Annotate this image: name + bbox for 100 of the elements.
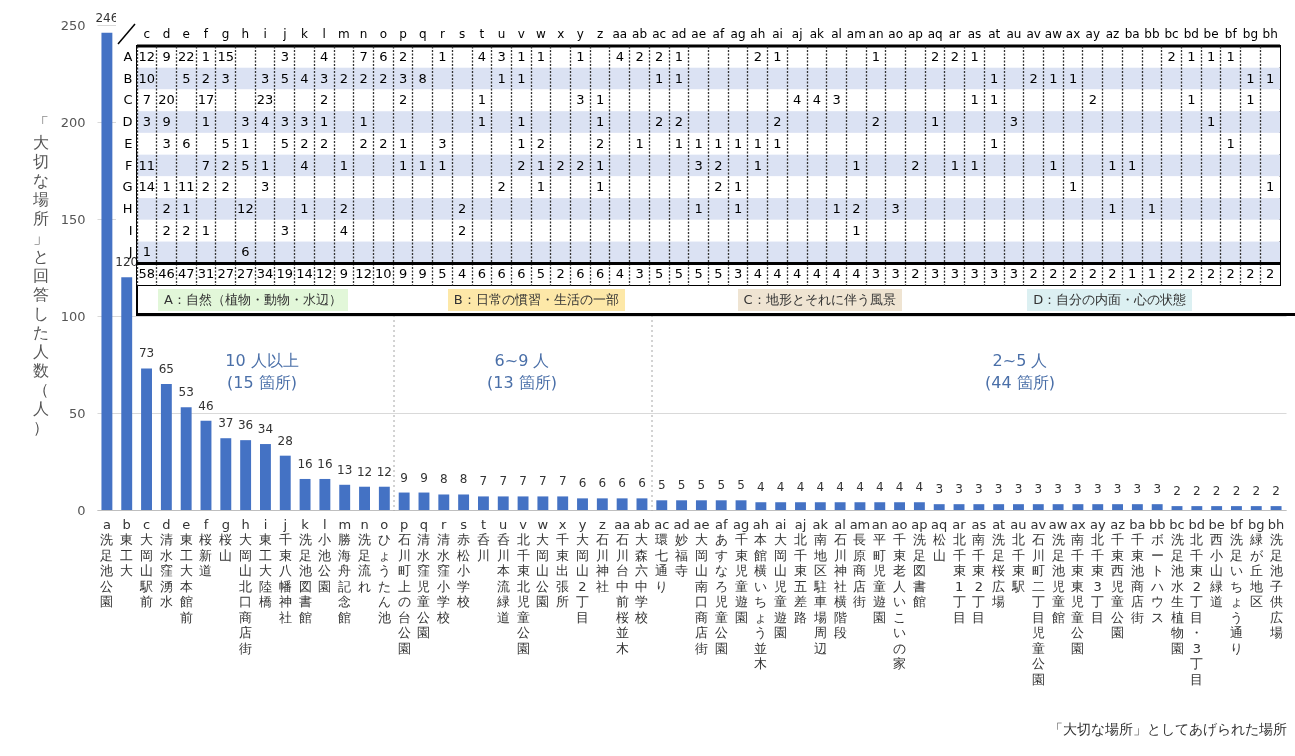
data-label: 2 <box>379 70 388 86</box>
data-label: 3 <box>930 266 940 282</box>
data-label: 1 <box>694 135 703 151</box>
data-label: 2 <box>714 157 723 173</box>
data-label: 1 <box>595 92 605 108</box>
data-label: 2 <box>714 179 723 195</box>
annotation: 2~5 人 (44 箇所) <box>985 351 1055 392</box>
data-label: 5 <box>737 478 745 493</box>
data-label: 37 <box>218 416 234 431</box>
data-label: 1 <box>773 135 782 151</box>
x-tick-label: a 洗足池公園 <box>100 516 114 609</box>
data-label: 65 <box>158 361 174 376</box>
data-label: 1 <box>595 179 605 195</box>
data-label: 3 <box>1074 482 1082 497</box>
data-label: 1 <box>1108 157 1117 173</box>
data-label: 1 <box>517 48 526 64</box>
y-tick-label: H <box>122 200 133 216</box>
data-label: 1 <box>162 179 171 195</box>
x-tick-label: au 北千束駅 <box>1010 516 1027 594</box>
data-label: 2 <box>201 179 211 195</box>
data-label: 11 <box>177 179 195 195</box>
x-tick-label: g <box>221 26 230 41</box>
data-label: 3 <box>241 114 250 130</box>
data-label: 2 <box>655 48 664 64</box>
data-label: 7 <box>499 474 508 489</box>
data-label: 1 <box>438 157 447 173</box>
data-label: 2 <box>1232 484 1241 499</box>
data-label: 2 <box>536 135 546 151</box>
data-label: 3 <box>1133 482 1142 497</box>
data-label: 10 <box>138 70 156 86</box>
data-label: 1 <box>1226 48 1235 64</box>
data-label: 2 <box>398 48 408 64</box>
data-label: 6 <box>241 244 250 260</box>
x-tick-label: be 西小山緑道 <box>1208 516 1225 609</box>
data-label: 2 <box>556 266 565 282</box>
data-label: 1 <box>1147 200 1157 216</box>
data-label: 2 <box>398 92 408 108</box>
data-label: 4 <box>793 92 802 108</box>
data-label: 4 <box>615 48 624 64</box>
data-label: 2 <box>674 114 684 130</box>
data-label: 6 <box>182 135 191 151</box>
data-label: 3 <box>142 114 151 130</box>
data-label: 1 <box>201 48 211 64</box>
category-label: av 石川町二丁目児童公園 <box>1030 516 1047 687</box>
x-tick-label: q <box>418 26 427 41</box>
data-label: 2 <box>556 157 565 173</box>
data-label: 4 <box>300 157 309 173</box>
data-label: 5 <box>697 478 706 493</box>
data-label: 17 <box>197 92 215 108</box>
data-label: 1 <box>733 200 743 216</box>
data-label: 2 <box>162 200 171 216</box>
data-label: 3 <box>497 48 506 64</box>
data-label: 4 <box>856 480 864 495</box>
x-tick-label: az 千束西児童公園 <box>1110 516 1126 640</box>
data-label: 31 <box>197 266 215 282</box>
data-label: 3 <box>1009 114 1019 130</box>
data-label: 6 <box>497 266 506 282</box>
data-label: 2 <box>1252 484 1261 499</box>
x-tick-label: bb <box>1144 26 1160 41</box>
x-tick-label: r 清水窪小学校 <box>436 516 451 625</box>
data-label: 1 <box>1068 179 1078 195</box>
data-label: 11 <box>138 157 156 173</box>
data-label: 1 <box>1246 70 1255 86</box>
x-axis-title: 「大切な場所」としてあげられた場所 <box>1048 720 1287 737</box>
data-label: 7 <box>479 474 488 489</box>
x-tick-label: ar <box>948 26 962 41</box>
x-tick-label: am <box>846 26 866 41</box>
data-label: 1 <box>398 135 408 151</box>
data-label: 2 <box>871 114 881 130</box>
data-label: 1 <box>655 70 664 86</box>
data-label: 1 <box>930 114 940 130</box>
data-label: 2 <box>182 222 191 238</box>
data-label: 58 <box>138 266 156 282</box>
data-label: 6 <box>517 266 526 282</box>
data-label: 3 <box>1034 482 1043 497</box>
category-label: ax 南千束東児童公園 <box>1070 516 1086 656</box>
y-tick-label: D <box>122 114 133 130</box>
data-label: 1 <box>1128 266 1137 282</box>
data-label: 5 <box>694 266 703 282</box>
data-label: 2 <box>320 92 329 108</box>
data-label: 4 <box>915 480 924 495</box>
data-label: 1 <box>438 48 447 64</box>
data-label: 2 <box>911 266 920 282</box>
data-label: 1 <box>970 92 979 108</box>
data-label: 4 <box>875 480 884 495</box>
data-label: 3 <box>280 222 289 238</box>
x-tick-label: ak <box>809 26 825 41</box>
annotation: 6~9 人 (13 箇所) <box>487 351 557 392</box>
x-tick-label: bh <box>1262 26 1278 41</box>
data-label: 2 <box>1049 266 1058 282</box>
data-label: 23 <box>256 92 274 108</box>
data-label: 1 <box>753 157 762 173</box>
x-tick-label: o ひょうたん池 <box>377 516 391 625</box>
x-tick-label: bc <box>1164 26 1179 41</box>
data-label: 19 <box>276 266 294 282</box>
data-label: 1 <box>1187 48 1196 64</box>
data-label: 1 <box>773 48 782 64</box>
data-label: 3 <box>871 266 881 282</box>
x-tick-label: n 洗足流れ <box>358 516 372 594</box>
x-tick-label: aq <box>927 26 943 41</box>
